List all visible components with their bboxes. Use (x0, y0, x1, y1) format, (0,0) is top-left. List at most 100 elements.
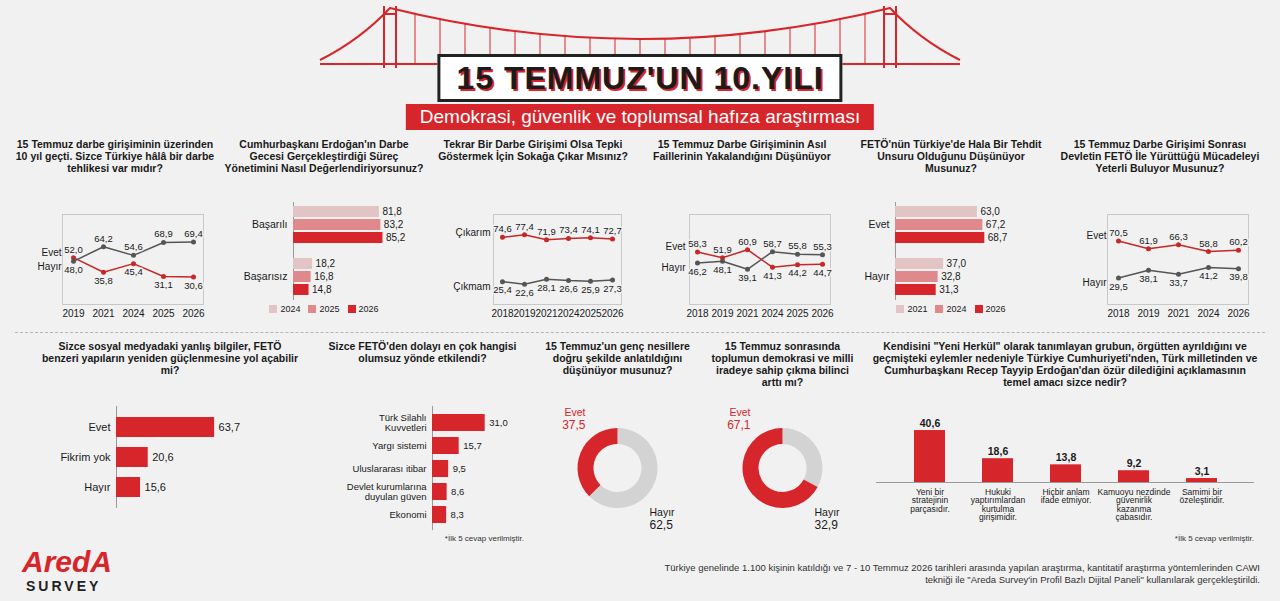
svg-text:Çıkarım: Çıkarım (456, 227, 491, 238)
svg-text:Hayır: Hayır (84, 481, 111, 493)
svg-text:41,2: 41,2 (1199, 270, 1218, 281)
svg-text:70,5: 70,5 (1109, 227, 1128, 238)
svg-text:58,7: 58,7 (763, 238, 782, 249)
svg-text:48,1: 48,1 (713, 264, 732, 275)
svg-text:2021: 2021 (535, 308, 558, 319)
svg-text:44,2: 44,2 (788, 267, 807, 278)
svg-text:Türk SilahlıKuvvetleri: Türk SilahlıKuvvetleri (379, 412, 427, 433)
svg-text:14,8: 14,8 (312, 284, 332, 295)
svg-text:32,8: 32,8 (941, 271, 961, 282)
svg-text:73,4: 73,4 (559, 224, 578, 235)
svg-text:45,4: 45,4 (124, 266, 143, 277)
svg-text:2019: 2019 (513, 308, 536, 319)
svg-text:81,8: 81,8 (382, 206, 402, 217)
svg-text:35,8: 35,8 (94, 275, 113, 286)
svg-text:31,1: 31,1 (154, 279, 173, 290)
svg-text:2018: 2018 (1107, 308, 1130, 319)
svg-text:60,9: 60,9 (738, 236, 757, 247)
svg-text:Hayır62,5: Hayır62,5 (650, 506, 676, 532)
svg-text:37,0: 37,0 (947, 258, 967, 269)
svg-text:30,6: 30,6 (184, 280, 203, 291)
svg-text:18,6: 18,6 (988, 445, 1009, 457)
svg-text:2026: 2026 (182, 308, 205, 319)
svg-text:Evet: Evet (41, 247, 61, 258)
svg-text:51,9: 51,9 (713, 244, 732, 255)
svg-text:Evet: Evet (1086, 230, 1106, 241)
svg-text:8,3: 8,3 (451, 509, 464, 520)
svg-text:66,3: 66,3 (1169, 231, 1188, 242)
svg-text:Hayır: Hayır (38, 261, 63, 272)
svg-text:Kamuoyu nezdindegüvenirlikkaza: Kamuoyu nezdindegüvenirlikkazanmaçabasıd… (1098, 487, 1171, 523)
svg-text:77,4: 77,4 (515, 221, 534, 232)
svg-text:28,1: 28,1 (537, 282, 556, 293)
svg-text:15,7: 15,7 (463, 440, 482, 451)
svg-text:2018: 2018 (686, 308, 709, 319)
svg-text:Evet: Evet (88, 421, 110, 433)
svg-text:2019: 2019 (711, 308, 734, 319)
svg-text:2026: 2026 (1227, 308, 1250, 319)
svg-text:Başarılı: Başarılı (252, 218, 288, 230)
svg-text:16,8: 16,8 (314, 271, 334, 282)
svg-text:2018: 2018 (491, 308, 514, 319)
svg-text:46,2: 46,2 (688, 266, 707, 277)
svg-text:Devlet kurumlarınaduyulan güve: Devlet kurumlarınaduyulan güven (347, 481, 427, 502)
svg-text:27,3: 27,3 (603, 283, 622, 294)
svg-text:2024: 2024 (761, 308, 784, 319)
svg-text:2024: 2024 (122, 308, 145, 319)
svg-text:2021: 2021 (736, 308, 759, 319)
svg-text:85,2: 85,2 (386, 232, 406, 243)
svg-text:74,6: 74,6 (493, 223, 512, 234)
svg-text:55,8: 55,8 (788, 240, 807, 251)
svg-text:Hukukiyaptırımlardankurtulmagi: Hukukiyaptırımlardankurtulmagirişimidir. (971, 487, 1026, 523)
svg-text:2021: 2021 (92, 308, 115, 319)
svg-text:29,5: 29,5 (1109, 281, 1128, 292)
svg-text:Hayır: Hayır (662, 262, 687, 273)
svg-text:Fikrim yok: Fikrim yok (60, 451, 111, 463)
svg-text:39,8: 39,8 (1229, 271, 1248, 282)
svg-text:22,6: 22,6 (515, 287, 534, 298)
svg-text:40,6: 40,6 (920, 417, 941, 429)
svg-text:63,7: 63,7 (219, 421, 240, 433)
svg-text:69,4: 69,4 (184, 228, 203, 239)
svg-text:68,9: 68,9 (154, 228, 173, 239)
svg-text:Hayır32,9: Hayır32,9 (815, 506, 841, 532)
svg-text:71,9: 71,9 (537, 226, 556, 237)
svg-text:25,9: 25,9 (581, 284, 600, 295)
svg-text:Yargı sistemi: Yargı sistemi (372, 440, 426, 451)
svg-text:2026: 2026 (811, 308, 834, 319)
svg-text:Evet37,5: Evet37,5 (562, 406, 586, 432)
svg-text:41,3: 41,3 (763, 270, 782, 281)
svg-text:31,0: 31,0 (489, 417, 508, 428)
svg-text:2024: 2024 (557, 308, 580, 319)
svg-text:9,2: 9,2 (1127, 457, 1142, 469)
svg-text:2019: 2019 (1137, 308, 1160, 319)
svg-text:52,0: 52,0 (64, 244, 83, 255)
svg-text:61,9: 61,9 (1139, 235, 1158, 246)
svg-text:Hayır: Hayır (864, 270, 890, 282)
svg-text:2025: 2025 (786, 308, 809, 319)
svg-text:33,7: 33,7 (1169, 277, 1188, 288)
svg-text:Evet67,1: Evet67,1 (727, 406, 751, 432)
svg-text:2026: 2026 (601, 308, 624, 319)
svg-text:63,0: 63,0 (980, 206, 1000, 217)
svg-text:54,6: 54,6 (124, 241, 143, 252)
svg-text:48,0: 48,0 (64, 264, 83, 275)
svg-text:31,3: 31,3 (939, 284, 959, 295)
svg-text:38,1: 38,1 (1139, 273, 1158, 284)
svg-text:58,3: 58,3 (688, 238, 707, 249)
svg-text:26,6: 26,6 (559, 283, 578, 294)
svg-text:2021: 2021 (1167, 308, 1190, 319)
svg-text:55,3: 55,3 (813, 241, 832, 252)
svg-text:9,5: 9,5 (453, 463, 466, 474)
svg-text:64,2: 64,2 (94, 233, 113, 244)
svg-text:60,2: 60,2 (1229, 236, 1248, 247)
svg-text:2025: 2025 (152, 308, 175, 319)
svg-text:2025: 2025 (579, 308, 602, 319)
svg-text:74,1: 74,1 (581, 224, 600, 235)
svg-text:2019: 2019 (62, 308, 85, 319)
svg-text:25,4: 25,4 (493, 284, 512, 295)
svg-text:72,7: 72,7 (603, 225, 622, 236)
svg-text:68,7: 68,7 (988, 232, 1008, 243)
svg-text:67,2: 67,2 (986, 219, 1006, 230)
svg-text:15,6: 15,6 (145, 481, 166, 493)
